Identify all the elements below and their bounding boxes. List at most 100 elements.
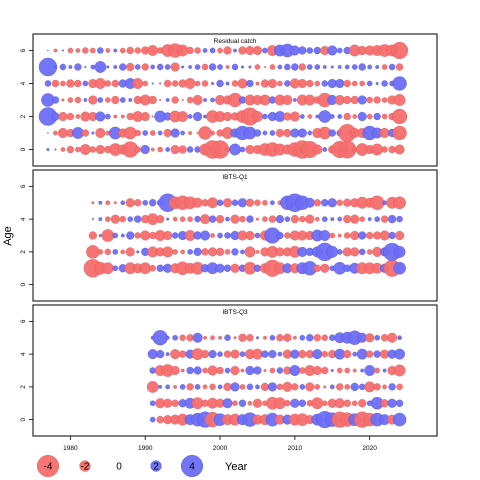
- bubble-point: [367, 64, 373, 70]
- bubble-point: [374, 334, 380, 341]
- bubble-point: [312, 349, 323, 360]
- bubble-point: [105, 200, 111, 206]
- legend-label: -4: [44, 462, 53, 473]
- y-tick-label: 2: [20, 385, 27, 389]
- bubble-point: [222, 111, 233, 122]
- bubble-point: [171, 96, 179, 104]
- bubble-point: [210, 233, 215, 238]
- bubble-point: [231, 199, 239, 206]
- bubble-point: [59, 63, 67, 71]
- bubble-point: [60, 80, 66, 87]
- bubble-point: [380, 215, 389, 223]
- bubble-point: [366, 96, 373, 104]
- bubble-point: [172, 249, 178, 255]
- y-tick-label: 2: [20, 114, 27, 118]
- bubble-point: [263, 369, 267, 372]
- bubble-point: [291, 63, 299, 71]
- bubble-point: [282, 381, 293, 392]
- bubble-point: [239, 384, 246, 390]
- bubble-point: [200, 214, 211, 225]
- bubble-point: [374, 367, 380, 374]
- x-axis: 1980 1990 2000 2010 2020: [63, 436, 377, 452]
- bubble-point: [165, 147, 171, 152]
- bubble-point: [388, 63, 396, 71]
- bubble-point: [157, 130, 163, 136]
- bubble-point: [330, 217, 335, 222]
- bubble-point: [202, 384, 208, 390]
- bubble-point: [149, 416, 156, 423]
- y-tick-label: 0: [20, 282, 27, 286]
- bubble-point: [142, 130, 149, 136]
- bubble-point: [44, 80, 52, 87]
- bubble-point: [337, 216, 343, 222]
- bubble-point: [255, 336, 259, 340]
- bubble-point: [61, 98, 65, 102]
- bubble-point: [381, 113, 388, 120]
- bubble-point: [321, 199, 329, 207]
- bubble-point: [275, 128, 285, 138]
- bubble-point: [163, 79, 172, 88]
- bubble-point: [276, 367, 284, 374]
- bubble-point: [352, 114, 358, 119]
- bubble-point: [170, 62, 180, 72]
- bubble-point: [373, 383, 381, 391]
- bubble-point: [104, 80, 112, 87]
- bubble-point: [307, 64, 313, 70]
- bubble-point: [299, 215, 306, 223]
- bubble-point: [290, 398, 300, 408]
- bubble-point: [305, 382, 315, 392]
- bubbles: [38, 41, 409, 159]
- bubble-point: [307, 130, 313, 136]
- bubble-point: [140, 230, 151, 241]
- bubble-point: [245, 198, 255, 207]
- bubble-point: [269, 64, 276, 70]
- bubble-point: [380, 334, 389, 342]
- bubble-point: [289, 365, 301, 376]
- bubble-point: [74, 96, 82, 104]
- bubble-point: [170, 144, 180, 155]
- bubble-point: [305, 214, 315, 224]
- bubble-point: [171, 232, 179, 239]
- bubble-point: [224, 334, 231, 341]
- bubble-point: [269, 334, 276, 341]
- bubble-point: [217, 232, 223, 239]
- bubble-point: [255, 384, 260, 390]
- bubble-point: [382, 384, 387, 390]
- bubble-point: [209, 47, 216, 54]
- bubble-point: [216, 199, 224, 206]
- bubble-point: [47, 49, 49, 52]
- bubble-point: [180, 130, 185, 136]
- bubble-point: [187, 114, 193, 119]
- bubble-point: [292, 335, 297, 340]
- bubble-point: [358, 231, 367, 240]
- bubble-point: [208, 350, 217, 359]
- bubble-point: [314, 384, 321, 390]
- bubble-point: [392, 412, 407, 427]
- bubble-point: [394, 348, 406, 360]
- y-axis-label: Age: [2, 226, 14, 246]
- bubble-point: [268, 350, 277, 359]
- bubble-point: [225, 65, 230, 69]
- bubble-point: [194, 64, 201, 70]
- bubble-point: [344, 64, 350, 70]
- bubble-point: [105, 97, 111, 103]
- bubble-point: [395, 63, 404, 71]
- bubble-point: [267, 382, 277, 392]
- bubble-point: [253, 264, 262, 272]
- bubble-point: [283, 333, 292, 342]
- bubble-point: [284, 80, 291, 87]
- bubble-point: [208, 215, 217, 223]
- bubble-point: [163, 398, 173, 408]
- bubble-point: [337, 114, 343, 119]
- bubble-point: [267, 78, 277, 89]
- bubble-point: [230, 214, 240, 224]
- panel-3: IBTS-Q3 0 2 4 6: [20, 304, 438, 437]
- bubble-point: [148, 95, 157, 105]
- bubble-point: [299, 384, 306, 390]
- bubble-point: [343, 95, 352, 105]
- bubble-point: [74, 79, 82, 88]
- bubble-point: [396, 215, 403, 223]
- bubble-point: [321, 366, 329, 375]
- bubble-point: [186, 46, 194, 55]
- bubble-point: [146, 381, 159, 393]
